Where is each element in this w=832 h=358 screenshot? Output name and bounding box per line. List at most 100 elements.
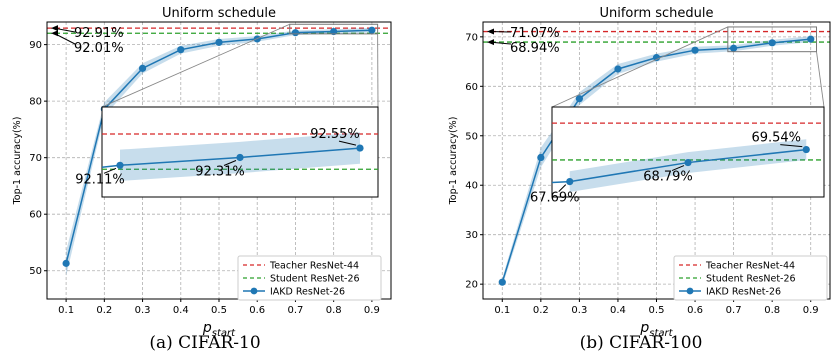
- x-axis-label-subscript: start: [649, 328, 673, 339]
- student-annotation: 68.94%: [510, 41, 560, 56]
- inset-value-label: 68.79%: [643, 170, 693, 185]
- chart-title: Uniform schedule: [162, 6, 276, 21]
- iakd-data-point: [215, 38, 223, 46]
- x-tick-label: 0.9: [803, 305, 819, 316]
- y-tick-label: 60: [465, 82, 478, 93]
- inset-data-point: [116, 161, 124, 169]
- x-tick-label: 0.4: [173, 305, 189, 316]
- zoom-connector: [551, 26, 729, 108]
- iakd-data-point: [691, 46, 699, 54]
- y-tick-label: 30: [465, 230, 478, 241]
- iakd-data-point: [614, 65, 622, 73]
- annotation-arrowhead: [487, 28, 494, 35]
- inset-label-arrow: [103, 167, 117, 174]
- y-tick-label: 20: [465, 280, 478, 291]
- iakd-data-point: [652, 54, 661, 62]
- x-tick-label: 0.2: [533, 305, 549, 316]
- teacher-annotation: 71.07%: [510, 26, 560, 41]
- zoom-connector: [101, 23, 290, 108]
- x-tick-label: 0.4: [610, 305, 626, 316]
- x-tick-label: 0.8: [764, 305, 780, 316]
- y-tick-label: 90: [29, 40, 42, 51]
- figure-caption: (a) CIFAR-10: [149, 333, 260, 353]
- annotation-arrowhead: [51, 30, 58, 37]
- iakd-data-point: [330, 27, 338, 36]
- x-tick-label: 0.5: [649, 305, 665, 316]
- x-tick-label: 0.3: [135, 305, 151, 316]
- iakd-data-point: [498, 278, 506, 286]
- annotation-arrowhead: [487, 39, 494, 46]
- chart-title: Uniform schedule: [599, 6, 713, 21]
- y-tick-label: 40: [465, 181, 478, 192]
- x-axis-label-subscript: start: [212, 328, 236, 339]
- x-axis-label: pstart: [202, 320, 236, 339]
- x-tick-label: 0.6: [249, 305, 265, 316]
- x-tick-label: 0.3: [571, 305, 587, 316]
- iakd-data-point: [62, 259, 70, 267]
- legend-label: Student ResNet-26: [270, 274, 360, 285]
- x-tick-label: 0.1: [58, 305, 74, 316]
- inset-data-point: [236, 153, 244, 162]
- student-annotation: 92.01%: [74, 41, 124, 56]
- iakd-data-point: [575, 95, 583, 103]
- y-tick-label: 70: [465, 32, 478, 43]
- y-tick-label: 50: [29, 266, 42, 277]
- zoom-region-box: [289, 23, 379, 35]
- iakd-data-point: [177, 46, 185, 54]
- y-axis-label: Top-1 accuracy(%): [12, 117, 23, 206]
- inset-zoom: 92.11% 92.31% 92.55%: [75, 106, 379, 198]
- inset-data-point: [684, 158, 692, 167]
- inset-value-label: 69.54%: [751, 131, 801, 146]
- inset-value-label: 92.31%: [195, 164, 245, 179]
- y-tick-label: 80: [29, 97, 42, 108]
- inset-label-arrow: [780, 144, 803, 148]
- x-tick-label: 0.5: [211, 305, 227, 316]
- legend: Teacher ResNet-44 Student ResNet-26 IAKD R…: [237, 255, 382, 301]
- x-tick-label: 0.7: [726, 305, 742, 316]
- x-tick-label: 0.6: [687, 305, 703, 316]
- legend-swatch-marker: [250, 287, 258, 295]
- inset-data-point: [566, 177, 574, 186]
- inset-zoom: 67.69% 68.79% 69.54%: [530, 106, 825, 206]
- iakd-data-point: [138, 64, 147, 72]
- inset-value-label: 92.55%: [310, 127, 360, 142]
- zoom-connector: [816, 51, 825, 108]
- y-tick-label: 70: [29, 153, 42, 164]
- legend-frame: [673, 255, 828, 301]
- legend-frame: [237, 255, 382, 301]
- inset-data-point: [356, 144, 364, 152]
- legend: Teacher ResNet-44 Student ResNet-26 IAKD R…: [673, 255, 828, 301]
- legend-label: Teacher ResNet-44: [705, 261, 795, 272]
- inset-label-arrow: [223, 160, 237, 166]
- chart-panel-2: 0.1 0.2 0.3 0.4 0.5 0.6 0.7 0.8 0.9 20 30 40 50 60 70 U…: [448, 6, 831, 353]
- iakd-data-point: [768, 39, 776, 47]
- legend-label: Student ResNet-26: [706, 274, 796, 285]
- iakd-data-point: [537, 153, 545, 162]
- teacher-annotation: 92.91%: [74, 26, 124, 41]
- x-tick-label: 0.8: [326, 305, 342, 316]
- inset-label-arrow: [338, 140, 357, 146]
- legend-label: IAKD ResNet-26: [706, 287, 781, 298]
- inset-label-arrow: [558, 184, 567, 192]
- x-axis-label-main: p: [639, 320, 649, 336]
- zoom-region-box: [727, 26, 818, 53]
- chart-panel-1: 0.1 0.2 0.3 0.4 0.5 0.6 0.7 0.8 0.9 50 60 70 80 90 Uni…: [12, 6, 392, 353]
- inset-frame: [101, 106, 379, 198]
- inset-value-label: 67.69%: [530, 191, 580, 206]
- x-tick-label: 0.1: [494, 305, 510, 316]
- x-axis-label-main: p: [202, 320, 212, 336]
- iakd-data-point: [730, 44, 738, 52]
- figure-caption: (b) CIFAR-100: [580, 333, 703, 353]
- x-tick-label: 0.9: [364, 305, 380, 316]
- iakd-data-point: [291, 29, 300, 37]
- x-tick-label: 0.7: [287, 305, 303, 316]
- annotation-arrowhead: [51, 25, 58, 32]
- legend-label: IAKD ResNet-26: [270, 287, 345, 298]
- iakd-data-point: [807, 35, 815, 43]
- inset-label-arrow: [671, 165, 685, 172]
- inset-value-label: 92.11%: [75, 172, 125, 187]
- x-axis-label: pstart: [639, 320, 673, 339]
- y-axis-label: Top-1 accuracy(%): [448, 117, 459, 206]
- iakd-data-point: [368, 26, 376, 34]
